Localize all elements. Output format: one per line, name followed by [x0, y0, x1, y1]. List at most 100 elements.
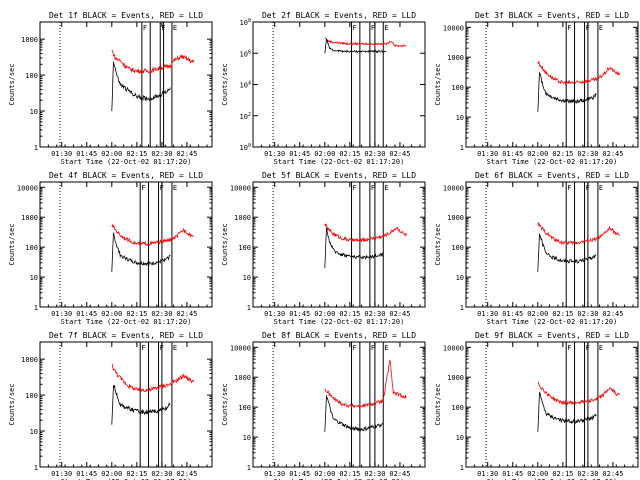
y-tick-label: 100 — [25, 244, 38, 252]
interval-marker-label: E — [599, 24, 603, 32]
x-tick-label: 02:30 — [151, 150, 172, 158]
panel-title: Det 2f BLACK = Events, RED = LLD — [262, 11, 416, 20]
x-axis-label: Start Time (22-Oct-02 01:17:20) — [61, 158, 192, 166]
x-tick-label: 02:30 — [577, 470, 598, 478]
lld-series-line — [324, 37, 407, 48]
y-axis-label: Counts/sec — [221, 383, 229, 425]
x-tick-label: 01:30 — [51, 310, 72, 318]
y-axis-label: Counts/sec — [8, 223, 16, 265]
x-tick-label: 02:30 — [577, 310, 598, 318]
x-axis-label: Start Time (22-Oct-02 01:17:20) — [274, 318, 405, 326]
plot-frame — [39, 21, 213, 148]
events-series-line — [537, 72, 597, 112]
interval-marker-label: F — [141, 184, 145, 192]
y-tick-label: 106 — [240, 49, 251, 58]
y-tick-label: 100 — [451, 84, 464, 92]
y-tick-label: 108 — [240, 18, 251, 27]
x-tick-label: 01:45 — [289, 470, 310, 478]
x-tick-label: 02:45 — [602, 150, 623, 158]
panel-title: Det 6f BLACK = Events, RED = LLD — [475, 171, 629, 180]
events-series-line — [324, 38, 387, 54]
y-tick-label: 1 — [460, 464, 464, 472]
y-tick-label: 10000 — [230, 184, 251, 192]
x-tick-label: 02:15 — [552, 150, 573, 158]
x-tick-label: 01:30 — [264, 470, 285, 478]
panel-title: Det 1f BLACK = Events, RED = LLD — [49, 11, 203, 20]
events-series-line — [111, 61, 171, 112]
x-tick-label: 02:00 — [314, 150, 335, 158]
y-tick-label: 1000 — [21, 214, 38, 222]
lld-series-line — [324, 359, 407, 409]
x-tick-label: 02:15 — [126, 310, 147, 318]
x-tick-label: 02:45 — [389, 150, 410, 158]
panel-det-5: Det 5f BLACK = Events, RED = LLD 1 10 100 10… — [221, 171, 426, 326]
x-tick-label: 02:30 — [364, 470, 385, 478]
panel-det-6: Det 6f BLACK = Events, RED = LLD 1 10 100 10… — [434, 171, 639, 326]
plot-frame — [252, 21, 426, 148]
x-tick-label: 02:00 — [101, 150, 122, 158]
events-series-line — [537, 391, 597, 432]
interval-marker-label: E — [173, 24, 177, 32]
plot-frame — [465, 341, 639, 468]
x-axis-label: Start Time (22-Oct-02 01:17:20) — [487, 158, 618, 166]
x-tick-label: 02:15 — [126, 150, 147, 158]
panel-det-9: Det 9f BLACK = Events, RED = LLD 1 10 100 10… — [434, 331, 639, 480]
interval-marker-label: F — [371, 24, 375, 32]
x-tick-label: 01:45 — [502, 150, 523, 158]
x-tick-label: 02:00 — [314, 470, 335, 478]
panel-det-4: Det 4f BLACK = Events, RED = LLD 1 10 100 10… — [8, 171, 213, 326]
y-tick-label: 1000 — [21, 36, 38, 44]
interval-marker-label: F — [371, 344, 375, 352]
x-tick-label: 01:45 — [289, 310, 310, 318]
events-series-line — [111, 232, 171, 272]
x-tick-label: 02:30 — [151, 470, 172, 478]
interval-marker-label: E — [173, 184, 177, 192]
interval-marker-label: F — [567, 344, 571, 352]
y-tick-label: 10 — [456, 274, 464, 282]
x-tick-label: 02:15 — [339, 470, 360, 478]
plot-frame — [465, 21, 639, 148]
y-axis-label: Counts/sec — [434, 383, 442, 425]
y-tick-label: 100 — [240, 143, 251, 152]
x-axis-label: Start Time (22-Oct-02 01:17:20) — [274, 158, 405, 166]
interval-marker-label: F — [371, 184, 375, 192]
panel-title: Det 7f BLACK = Events, RED = LLD — [49, 331, 203, 340]
x-tick-label: 01:30 — [477, 150, 498, 158]
x-tick-label: 02:15 — [126, 470, 147, 478]
panel-title: Det 4f BLACK = Events, RED = LLD — [49, 171, 203, 180]
panel-det-8: Det 8f BLACK = Events, RED = LLD 1 10 100 10… — [221, 331, 426, 480]
events-series-line — [537, 232, 597, 272]
events-series-line — [324, 227, 384, 269]
y-axis-label: Counts/sec — [221, 63, 229, 105]
y-tick-label: 10000 — [17, 184, 38, 192]
y-axis-label: Counts/sec — [221, 223, 229, 265]
y-tick-label: 10 — [30, 428, 38, 436]
y-tick-label: 100 — [451, 404, 464, 412]
y-tick-label: 10 — [243, 434, 251, 442]
interval-marker-label: E — [384, 184, 388, 192]
lld-series-line — [537, 381, 620, 406]
y-tick-label: 1 — [34, 304, 38, 312]
y-axis-label: Counts/sec — [8, 383, 16, 425]
x-tick-label: 02:00 — [314, 310, 335, 318]
plot-frame — [252, 341, 426, 468]
x-tick-label: 02:00 — [527, 150, 548, 158]
events-series-line — [324, 395, 384, 432]
interval-marker-label: F — [141, 344, 145, 352]
lld-series-line — [324, 223, 407, 243]
plot-frame — [39, 181, 213, 308]
y-tick-label: 1000 — [447, 54, 464, 62]
y-tick-label: 10 — [30, 274, 38, 282]
x-tick-label: 01:30 — [477, 470, 498, 478]
y-axis-label: Counts/sec — [434, 223, 442, 265]
x-tick-label: 01:45 — [76, 310, 97, 318]
x-tick-label: 01:30 — [264, 310, 285, 318]
panel-title: Det 9f BLACK = Events, RED = LLD — [475, 331, 629, 340]
x-tick-label: 01:45 — [76, 470, 97, 478]
y-tick-label: 104 — [240, 81, 251, 90]
y-axis-label: Counts/sec — [8, 63, 16, 105]
y-tick-label: 10 — [456, 114, 464, 122]
y-tick-label: 10 — [456, 434, 464, 442]
interval-marker-label: E — [173, 344, 177, 352]
y-tick-label: 10 — [243, 274, 251, 282]
